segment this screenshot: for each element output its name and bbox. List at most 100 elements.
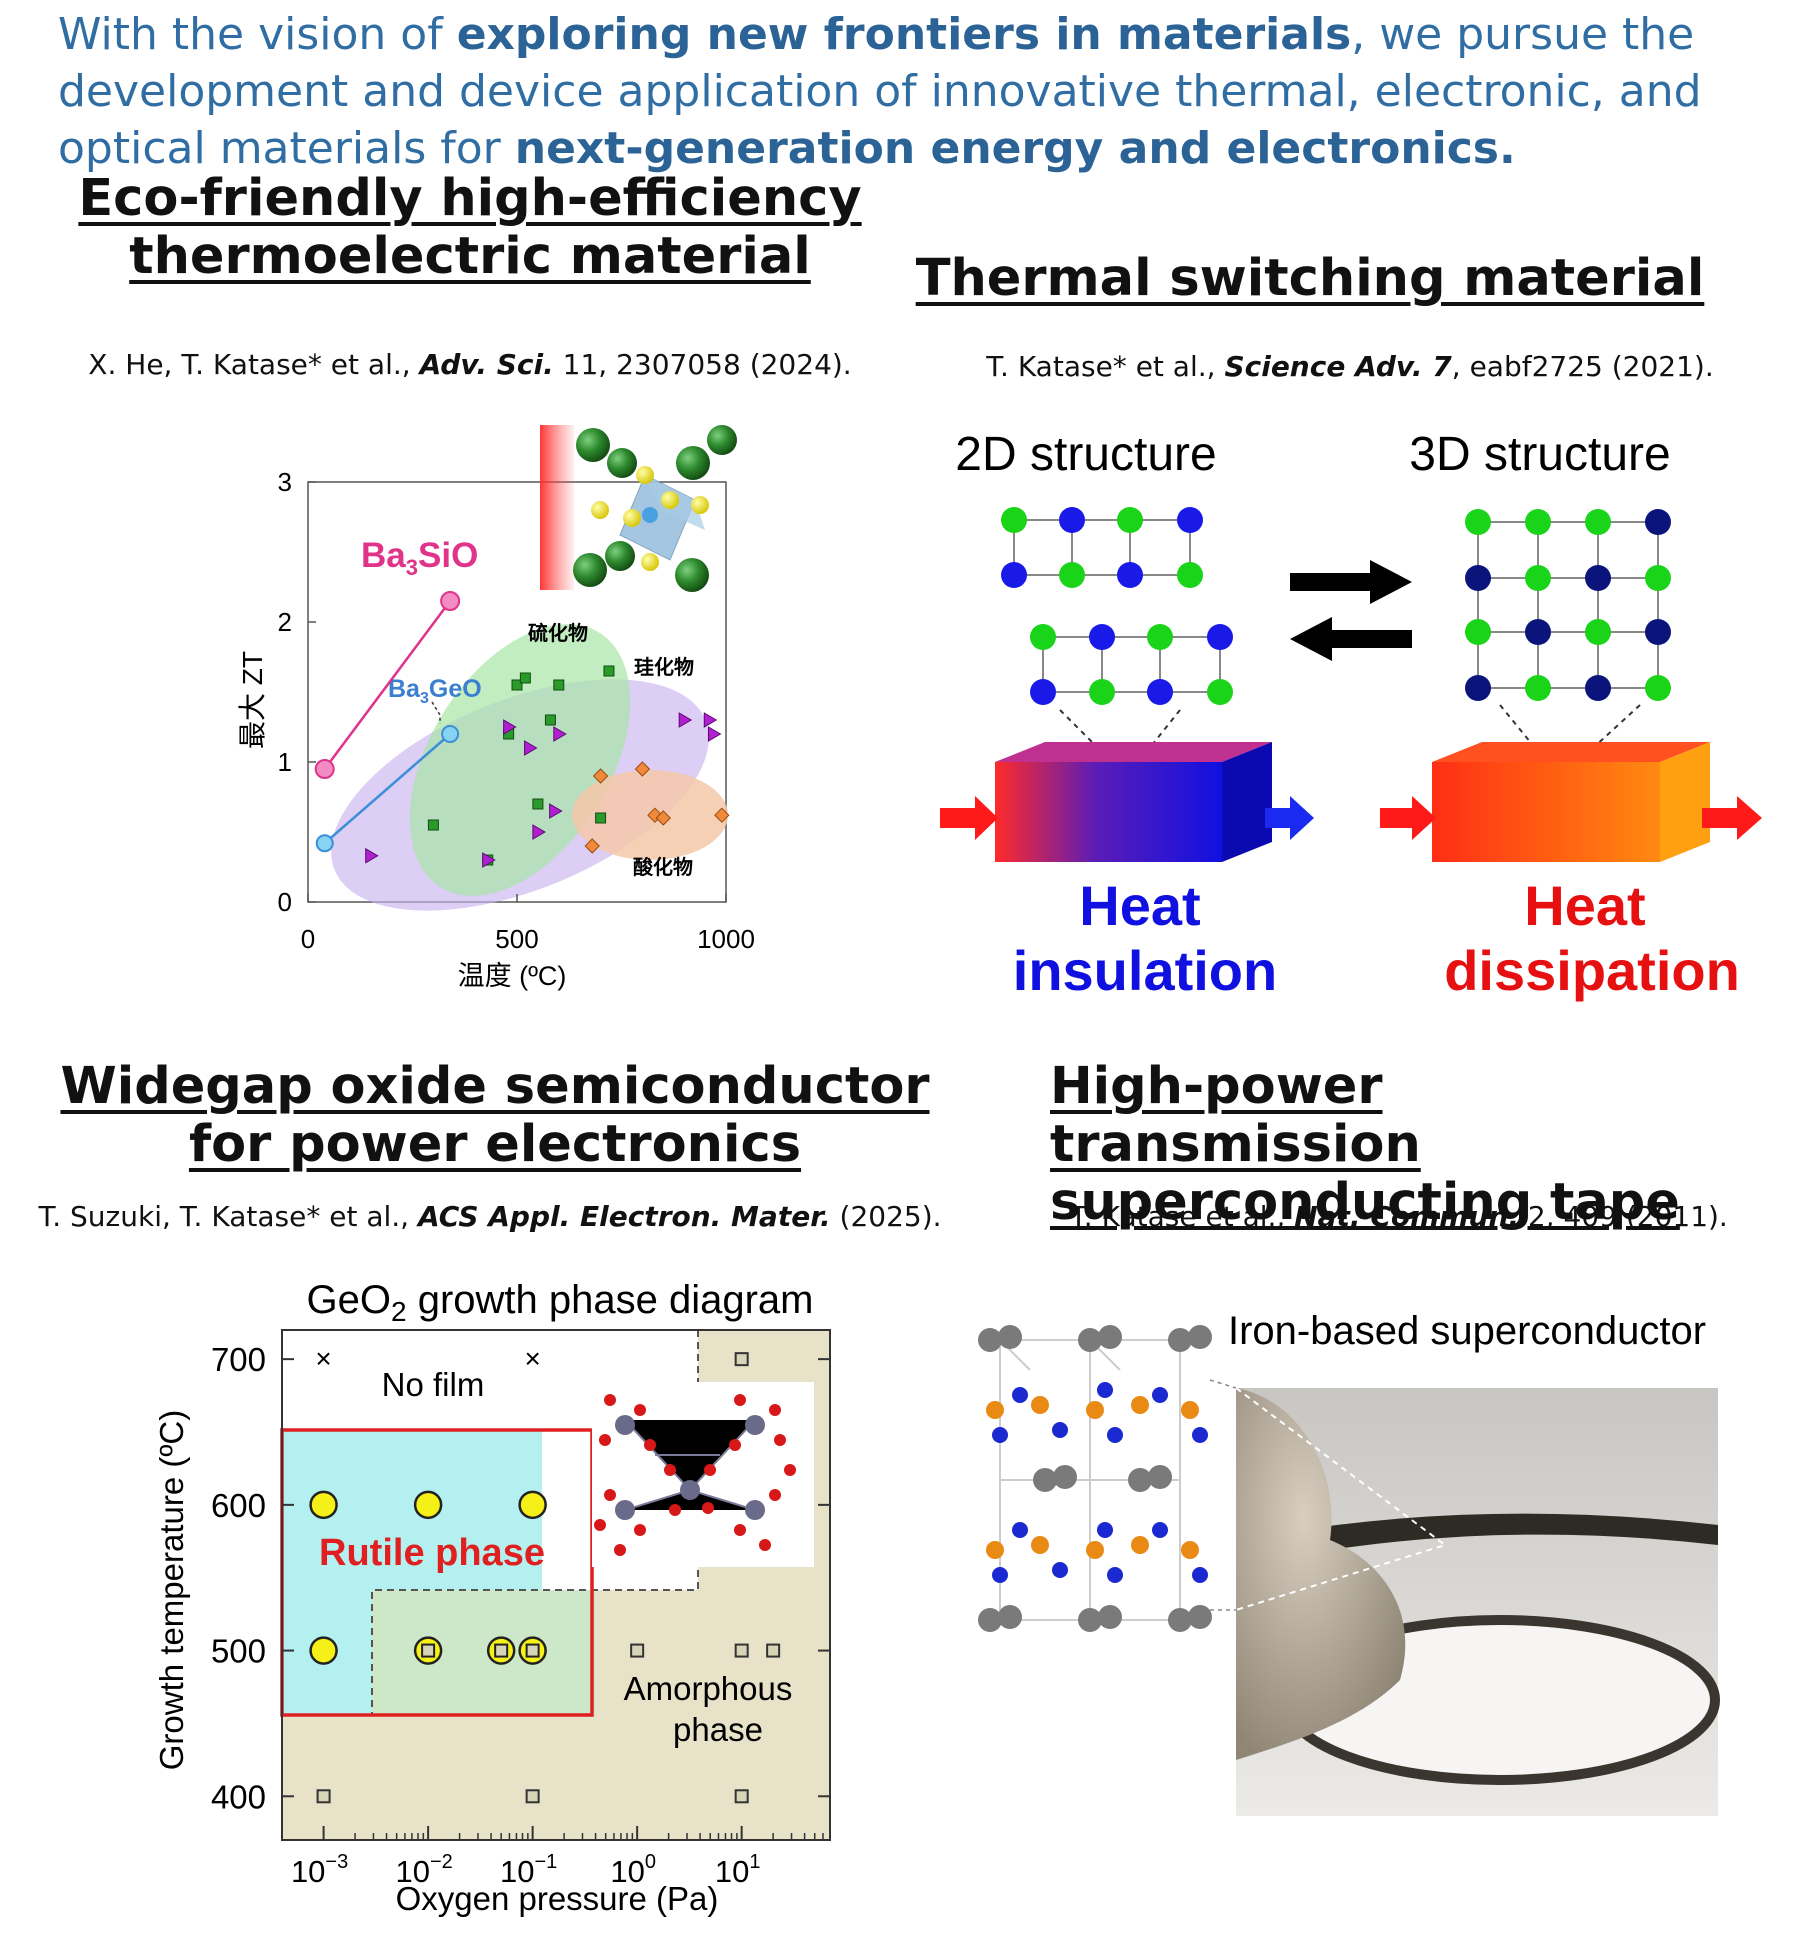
oxide-point xyxy=(714,807,730,823)
heat-out-arrow-left xyxy=(1265,796,1314,840)
phase-ylabel: Growth temperature (ºC) xyxy=(153,1410,190,1771)
widegap-title-line2: for power electronics xyxy=(188,1115,802,1174)
tape-title-line1: High-power transmission xyxy=(1050,1057,1421,1174)
phase-marks: × × xyxy=(309,1343,781,1804)
tape-cite-rest: 2, 409 (2011). xyxy=(1518,1200,1728,1233)
iron-superconductor-label: Iron-based superconductor xyxy=(1228,1309,1706,1353)
sulfide-point xyxy=(603,665,615,677)
zt-ticks: 0 1 2 3 0 500 1000 xyxy=(278,467,755,954)
label-rutile-phase: Rutile phase xyxy=(319,1532,545,1574)
label-ba3geo: Ba3GeO xyxy=(388,675,482,707)
zt-series-line xyxy=(323,733,451,845)
label-sulfide: 硫化物 xyxy=(528,621,588,645)
dissipation-caption-1: Heat xyxy=(1524,874,1645,937)
silicide-point xyxy=(707,726,722,742)
heat-out-arrow-right xyxy=(1702,796,1762,840)
switch-cite-rest: , eabf2725 (2021). xyxy=(1451,350,1714,383)
lattice-3d xyxy=(1477,521,1659,689)
label-3d-structure: 3D structure xyxy=(1409,428,1670,481)
label-silicide: 珪化物 xyxy=(634,655,694,679)
widegap-cite-journal: ACS Appl. Electron. Mater. xyxy=(417,1200,831,1233)
phase-xtick-label: 10−3 xyxy=(291,1851,348,1889)
silicide-point xyxy=(503,719,517,735)
switch-cite-journal: Science Adv. 7 xyxy=(1224,350,1452,383)
switch-title: Thermal switching material xyxy=(915,249,1705,308)
sulfide-point xyxy=(544,714,556,726)
amorphous-point xyxy=(525,1789,540,1804)
thermo-title: Eco-friendly high-efficiency thermoelect… xyxy=(60,170,880,286)
thermo-cite-journal: Adv. Sci. xyxy=(419,348,554,381)
widegap-title: Widegap oxide semiconductor for power el… xyxy=(40,1058,950,1174)
intro-paragraph: With the vision of exploring new frontie… xyxy=(58,6,1778,177)
silicide-point xyxy=(365,847,379,864)
tape-title-line2: superconducting tape xyxy=(1050,1173,1680,1232)
zt-point xyxy=(314,759,335,779)
phase-xtick-label: 101 xyxy=(715,1851,761,1889)
tape-cite-authors: T. Katase et al., xyxy=(1070,1200,1295,1233)
superconductor-figure: Iron-based superconductor xyxy=(978,1309,1720,1816)
lattice-3d-atoms xyxy=(1465,509,1671,701)
thermo-title-line1: Eco-friendly high-efficiency xyxy=(78,169,862,228)
amorphous-point xyxy=(734,1352,749,1367)
sulfide-point xyxy=(519,672,531,684)
zt-ytick-label: 1 xyxy=(278,747,292,777)
crystal-structure-icon xyxy=(540,425,737,592)
rutile-crystal-icon xyxy=(592,1382,814,1567)
widegap-cite-authors: T. Suzuki, T. Katase* et al., xyxy=(38,1200,418,1233)
oxide-point xyxy=(655,810,672,826)
phase-ytick-label: 400 xyxy=(211,1778,266,1815)
zt-point xyxy=(315,834,334,853)
zt-ytick-label: 2 xyxy=(278,607,292,637)
heat-in-arrow-left xyxy=(940,796,998,840)
mixed-point-square xyxy=(525,1643,540,1658)
heat-in-arrow-right xyxy=(1380,796,1436,840)
amorphous-point xyxy=(766,1643,781,1658)
zt-xtick-label: 500 xyxy=(495,924,538,954)
tape-title: High-power transmission superconducting … xyxy=(1050,1058,1750,1232)
silicide-point xyxy=(553,726,567,742)
iron-crystal-structure-icon xyxy=(978,1325,1212,1632)
intro-bold-1: exploring new frontiers in materials xyxy=(456,9,1352,60)
zt-ytick-label: 3 xyxy=(278,467,292,497)
label-no-film: No film xyxy=(382,1366,485,1403)
tape-citation: T. Katase et al., Nat. Commun. 2, 409 (2… xyxy=(1050,1200,1790,1234)
phase-ytick-label: 700 xyxy=(211,1341,266,1378)
oxide-point xyxy=(592,768,609,784)
intro-text-1: With the vision of xyxy=(58,9,457,60)
sulfide-region xyxy=(409,624,631,896)
silicide-point xyxy=(524,740,538,756)
lattice-2d-atoms xyxy=(1001,507,1233,705)
phase-diagram-title: GeO2 growth phase diagram xyxy=(307,1278,814,1327)
phase-ytick-label: 600 xyxy=(211,1487,266,1524)
zt-xtick-label: 1000 xyxy=(697,924,755,954)
mixed-point-square xyxy=(421,1643,436,1658)
dissipation-block xyxy=(1432,742,1710,862)
widegap-title-line1: Widegap oxide semiconductor xyxy=(60,1057,930,1116)
tape-photo xyxy=(1235,1387,1720,1816)
intro-text-2: , we pursue the development and device a… xyxy=(58,9,1702,174)
geo2-phase-diagram: GeO2 growth phase diagram No film Rutile… xyxy=(153,1278,831,1917)
label-ba3sio: Ba3SiO xyxy=(361,536,478,580)
zt-xtick-label: 0 xyxy=(301,924,315,954)
dissipation-caption-2: dissipation xyxy=(1444,939,1740,1002)
silicide-point xyxy=(532,824,546,840)
widegap-cite-rest: (2025). xyxy=(830,1200,942,1233)
zt-point xyxy=(440,591,461,611)
insulation-caption-2: insulation xyxy=(1013,939,1277,1002)
silicide-point xyxy=(678,712,693,728)
lattice-2d xyxy=(1013,519,1221,693)
exchange-arrows-icon xyxy=(1290,560,1412,661)
silicide-point xyxy=(703,712,718,728)
switch-cite-authors: T. Katase* et al., xyxy=(986,350,1225,383)
no-film-point: × xyxy=(524,1343,540,1374)
thermo-citation: X. He, T. Katase* et al., Adv. Sci. 11, … xyxy=(60,348,880,382)
label-amorphous-1: Amorphous xyxy=(624,1670,793,1707)
rutile-point xyxy=(413,1490,443,1520)
sulfide-point xyxy=(511,679,523,691)
phase-ytick-label: 500 xyxy=(211,1633,266,1670)
zt-ytick-label: 0 xyxy=(278,887,292,917)
zt-plot-xlabel: 温度 (ºC) xyxy=(458,961,567,991)
rutile-point xyxy=(309,1636,338,1665)
thermo-cite-authors: X. He, T. Katase* et al., xyxy=(88,348,420,381)
